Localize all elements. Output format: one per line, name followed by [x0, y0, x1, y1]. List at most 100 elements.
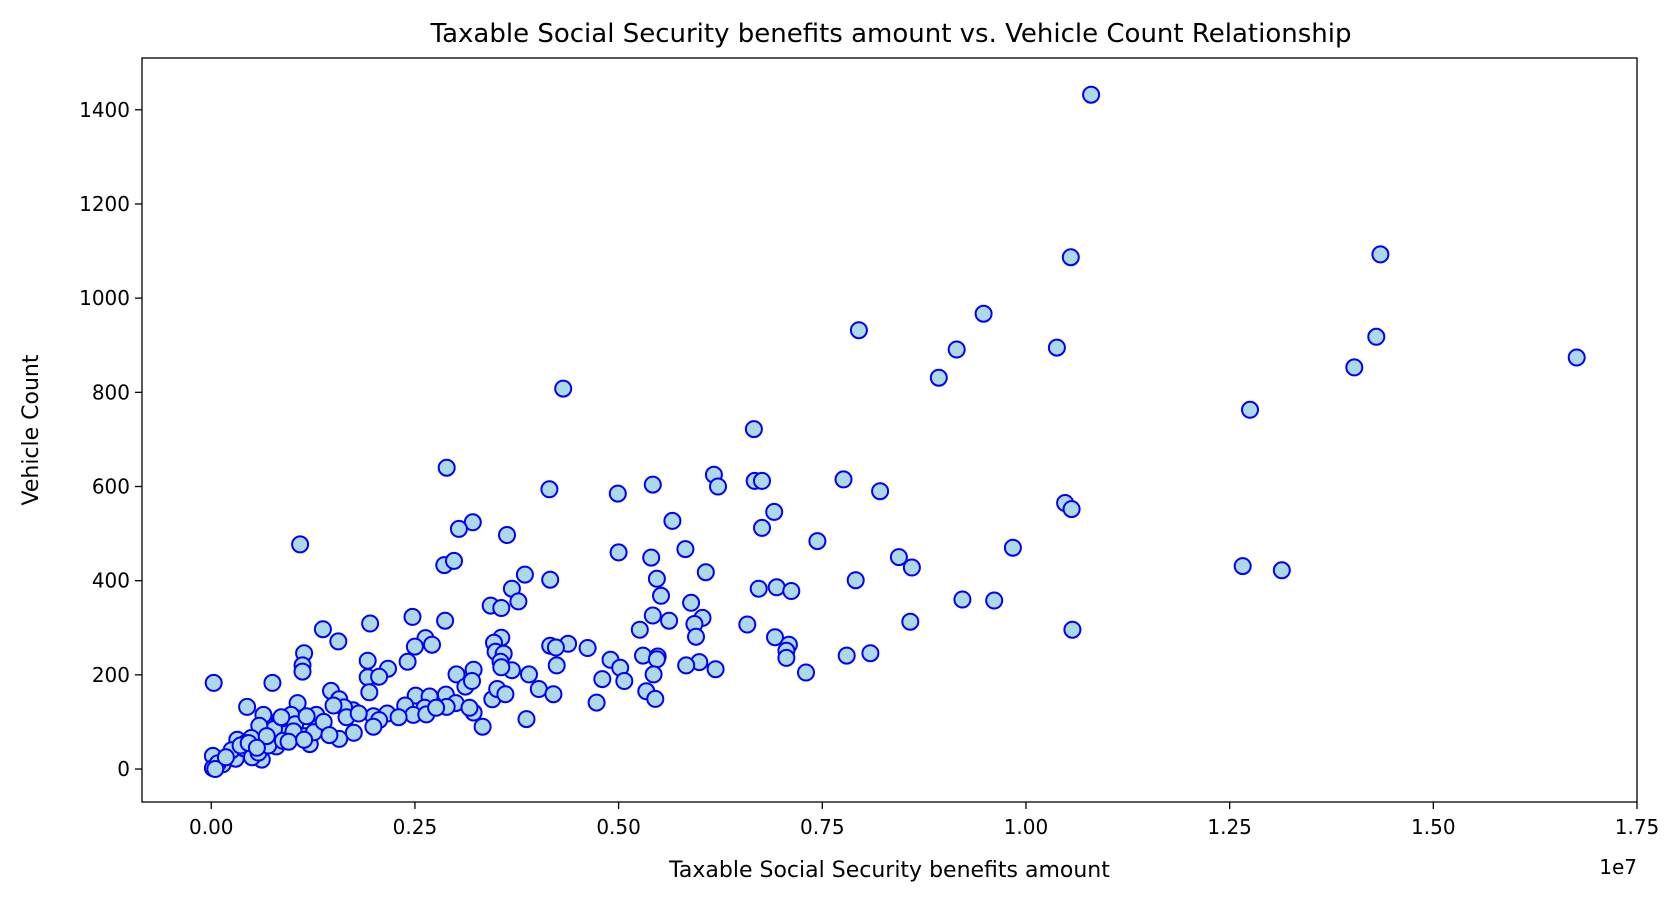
data-point: [953, 590, 972, 609]
data-point: [460, 698, 479, 717]
data-point: [295, 730, 314, 749]
data-point: [846, 571, 865, 590]
data-point: [663, 511, 682, 530]
data-point: [749, 579, 768, 598]
data-point: [445, 551, 463, 570]
x-tick-label: 0.50: [596, 815, 641, 839]
data-point: [974, 304, 993, 323]
data-point: [647, 650, 666, 669]
y-tick-label: 800: [92, 380, 130, 404]
data-point: [889, 548, 908, 567]
data-point: [738, 615, 757, 634]
data-point: [646, 689, 665, 708]
data-point: [206, 760, 225, 778]
data-point: [1063, 620, 1082, 639]
chart-title: Taxable Social Security benefits amount …: [430, 19, 1352, 49]
y-tick-label: 1200: [79, 192, 130, 216]
data-point: [765, 502, 784, 521]
y-axis-label: Vehicle Count: [19, 354, 44, 505]
data-point: [361, 614, 380, 633]
data-point: [216, 748, 235, 767]
data-point: [547, 656, 566, 675]
data-point: [389, 708, 408, 727]
y-tick-label: 1000: [79, 286, 130, 310]
data-point: [364, 717, 383, 736]
data-point: [609, 543, 628, 562]
data-point: [767, 578, 786, 597]
data-point: [437, 458, 456, 477]
data-point: [1061, 248, 1080, 267]
data-point: [660, 611, 679, 630]
data-point: [279, 732, 298, 751]
data-point: [496, 685, 515, 704]
data-point: [682, 593, 701, 612]
data-point: [929, 368, 948, 387]
data-point: [871, 482, 890, 501]
data-point: [615, 672, 634, 690]
data-point: [405, 637, 424, 656]
data-point: [808, 532, 827, 551]
data-point: [529, 680, 548, 698]
data-point: [447, 665, 466, 684]
data-point: [901, 612, 920, 631]
data-point: [324, 696, 343, 715]
data-point: [398, 652, 417, 671]
data-point: [1272, 561, 1291, 580]
data-point: [587, 693, 606, 712]
data-point: [544, 685, 563, 704]
data-point: [257, 727, 276, 746]
y-tick-label: 200: [92, 663, 130, 687]
data-point: [320, 726, 339, 745]
x-axis-offset-label: 1e7: [1599, 855, 1637, 879]
data-points: [203, 85, 1586, 778]
data-point: [578, 639, 597, 657]
data-point: [297, 707, 316, 726]
data-point: [329, 632, 348, 651]
data-point: [642, 548, 661, 567]
y-tick-label: 0: [117, 757, 130, 781]
data-point: [687, 627, 705, 646]
data-point: [849, 321, 868, 340]
data-point: [540, 480, 559, 499]
data-point: [947, 340, 966, 359]
data-point: [1003, 538, 1022, 557]
data-point: [593, 670, 612, 689]
data-point: [676, 540, 695, 559]
data-point: [423, 635, 441, 654]
data-point: [238, 697, 257, 716]
data-point: [436, 611, 455, 630]
x-tick-label: 0.75: [800, 815, 845, 839]
x-axis: 0.00 0.25 0.50 0.75 1.00 1.25 1.50 1.75: [189, 802, 1659, 839]
data-point: [517, 710, 536, 729]
data-point: [291, 535, 310, 554]
x-tick-label: 1.50: [1411, 815, 1456, 839]
data-point: [985, 591, 1004, 610]
data-point: [247, 738, 266, 757]
data-point: [766, 628, 784, 647]
data-point: [1345, 358, 1364, 377]
data-point: [1062, 500, 1081, 519]
data-point: [492, 599, 511, 617]
x-axis-label: Taxable Social Security benefits amount: [668, 858, 1110, 883]
data-point: [427, 698, 446, 717]
data-point: [554, 379, 573, 398]
data-point: [630, 620, 649, 639]
x-tick-label: 1.00: [1004, 815, 1049, 839]
data-point: [797, 663, 815, 682]
data-point: [644, 665, 663, 684]
y-tick-label: 400: [92, 569, 130, 593]
x-tick-label: 1.75: [1615, 815, 1660, 839]
data-point: [204, 673, 223, 692]
y-axis: 0 200 400 600 800 1000 1200 1400: [79, 98, 142, 781]
data-point: [520, 665, 538, 684]
data-point: [608, 484, 627, 503]
data-point: [643, 606, 662, 625]
x-tick-label: 0.25: [393, 815, 438, 839]
data-point: [652, 586, 670, 605]
data-point: [463, 672, 481, 690]
x-tick-label: 0.00: [189, 815, 234, 839]
plot-frame: [141, 57, 1638, 803]
data-point: [834, 470, 853, 489]
data-point: [541, 570, 560, 589]
data-point: [696, 563, 715, 582]
